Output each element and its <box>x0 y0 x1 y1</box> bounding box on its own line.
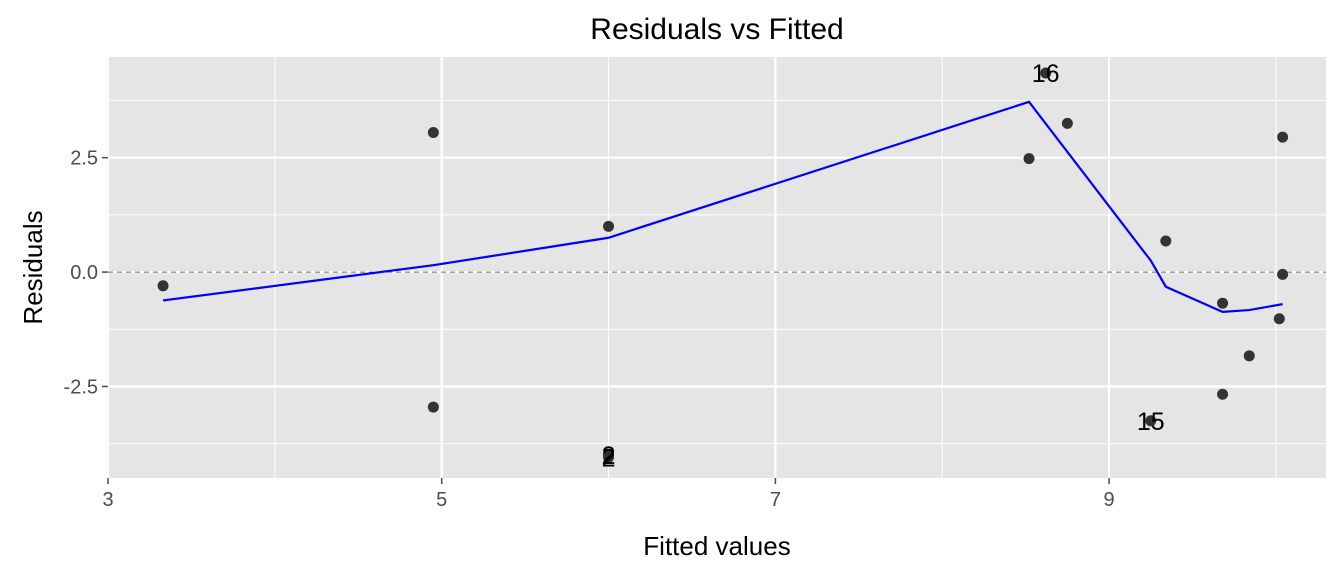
x-axis-title: Fitted values <box>643 531 790 561</box>
data-point <box>603 220 615 232</box>
x-tick-label: 7 <box>770 489 781 511</box>
x-axis-ticks: 3 5 7 9 <box>102 478 1115 511</box>
y-axis-ticks: -2.5 0.0 2.5 <box>64 148 108 398</box>
data-point <box>1145 415 1157 427</box>
y-axis-title: Residuals <box>18 210 48 324</box>
y-tick-label: -2.5 <box>64 376 98 398</box>
data-point <box>1040 67 1052 79</box>
x-tick-label: 9 <box>1104 489 1115 511</box>
data-point <box>427 127 439 139</box>
point-label: 15 <box>1137 408 1165 436</box>
point-label: 2 <box>602 444 616 472</box>
data-point <box>1273 313 1285 325</box>
y-tick-label: 2.5 <box>70 148 98 170</box>
x-tick-label: 5 <box>436 489 447 511</box>
data-point <box>1277 268 1289 280</box>
point-label: 2 <box>602 442 616 470</box>
chart-title: Residuals vs Fitted <box>590 13 843 46</box>
minor-gridlines <box>108 57 1326 478</box>
smooth-trend-line <box>162 100 1283 314</box>
data-point <box>1217 297 1229 309</box>
x-tick-label: 3 <box>102 489 113 511</box>
data-point <box>603 451 615 463</box>
data-point <box>1061 117 1073 129</box>
plot-panel <box>108 57 1326 478</box>
point-label: 16 <box>1032 60 1060 88</box>
data-points <box>157 67 1289 463</box>
data-point <box>157 280 169 292</box>
data-point <box>427 401 439 413</box>
data-point <box>1160 235 1172 247</box>
data-point <box>1023 153 1035 165</box>
y-tick-label: 0.0 <box>70 262 98 284</box>
data-point <box>1217 388 1229 400</box>
data-point <box>1277 131 1289 143</box>
data-point <box>1243 350 1255 362</box>
